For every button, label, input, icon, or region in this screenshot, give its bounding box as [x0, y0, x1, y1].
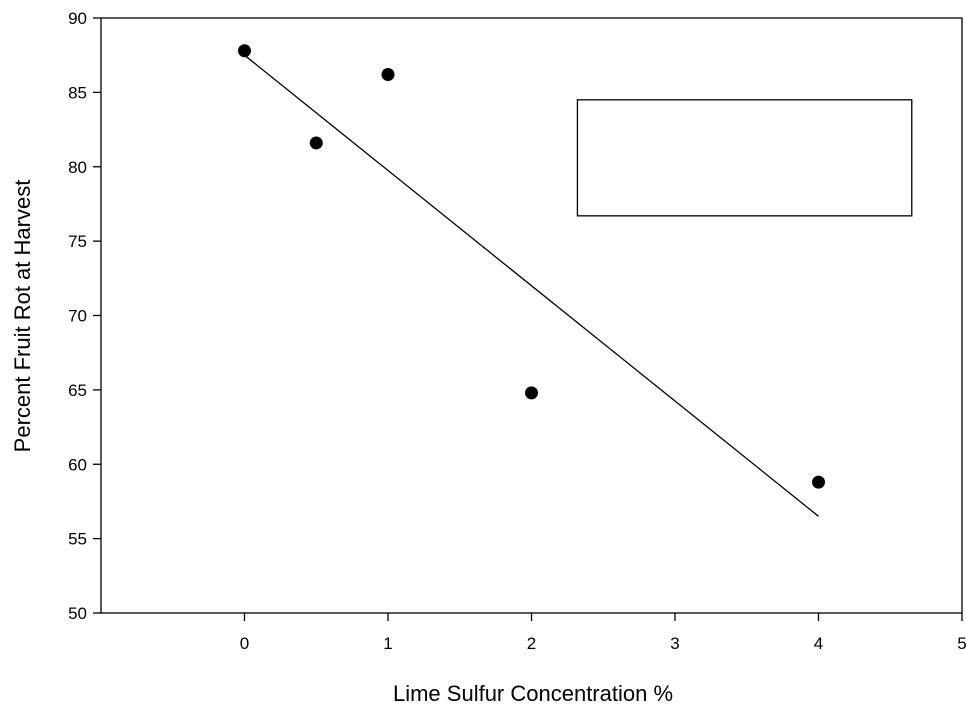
legend-box [576, 99, 913, 217]
x-axis-ticks: 0 1 2 3 4 5 [240, 613, 966, 653]
x-tick-label: 1 [383, 634, 392, 653]
y-tick-label: 60 [68, 455, 87, 474]
data-point [309, 136, 323, 150]
y-tick-label: 70 [68, 307, 87, 326]
x-tick-label: 5 [957, 634, 966, 653]
legend-frame [576, 99, 913, 217]
data-point [381, 68, 395, 82]
x-tick-label: 3 [670, 634, 679, 653]
data-points [238, 44, 825, 489]
data-point [238, 44, 251, 58]
y-tick-label: 55 [68, 530, 87, 549]
y-axis-ticks: 50 55 60 65 70 75 80 85 90 [68, 9, 101, 623]
y-tick-label: 85 [68, 83, 87, 102]
y-tick-label: 90 [68, 9, 87, 28]
x-tick-label: 2 [527, 634, 536, 653]
x-tick-label: 0 [240, 634, 249, 653]
y-tick-label: 75 [68, 232, 87, 251]
y-axis-title: Percent Fruit Rot at Harvest [10, 180, 35, 453]
data-point [525, 386, 538, 400]
regression-line [244, 54, 819, 517]
y-tick-label: 50 [68, 604, 87, 623]
y-tick-label: 80 [68, 158, 87, 177]
y-tick-label: 65 [68, 381, 87, 400]
x-axis-title: Lime Sulfur Concentration % [393, 681, 673, 706]
fit-line-group [244, 54, 819, 517]
x-tick-label: 4 [814, 634, 823, 653]
data-point [812, 475, 825, 489]
